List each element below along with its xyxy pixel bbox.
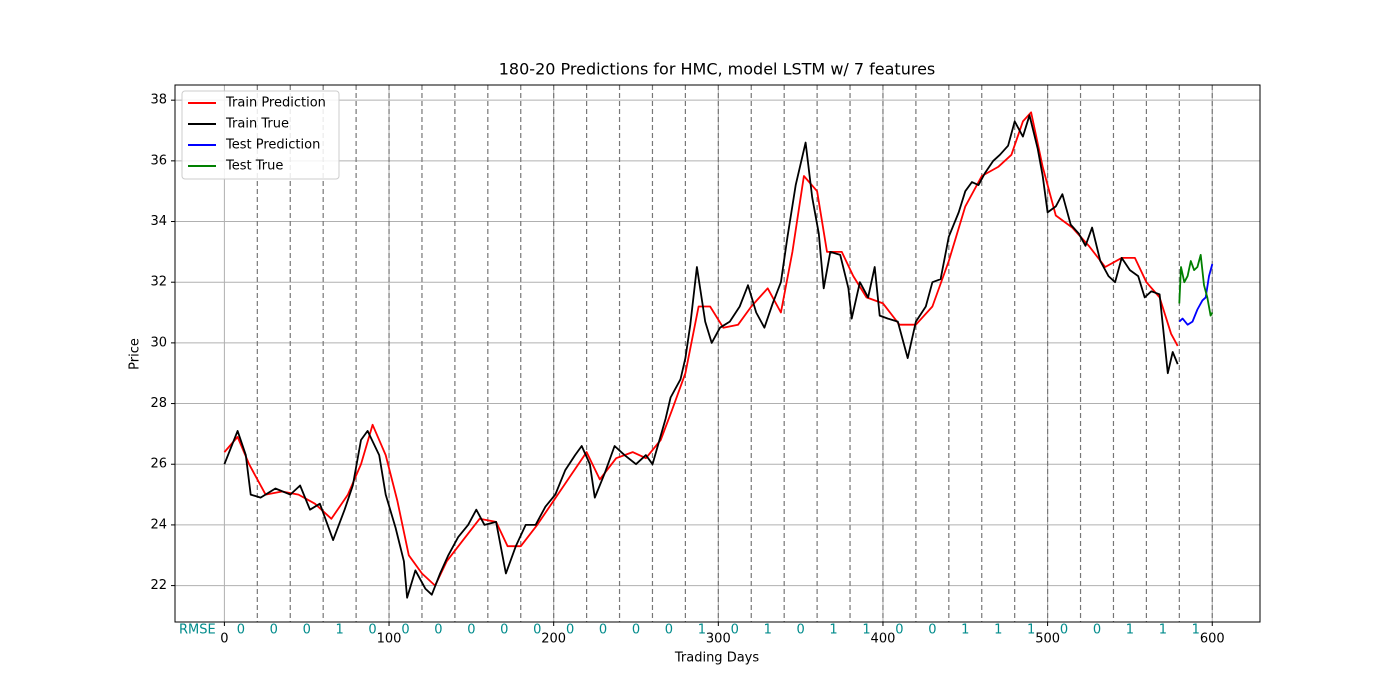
- rmse-value: 0: [797, 623, 805, 638]
- rmse-value: 1: [1126, 623, 1134, 638]
- x-tick-label: 600: [1200, 632, 1225, 647]
- rmse-value: 0: [1060, 623, 1068, 638]
- y-tick-label: 22: [150, 578, 167, 593]
- rmse-value: 0: [270, 623, 278, 638]
- rmse-value: 0: [1093, 623, 1101, 638]
- legend-box: [181, 90, 340, 180]
- rmse-value: 0: [632, 623, 640, 638]
- chart-title: 180-20 Predictions for HMC, model LSTM w…: [499, 60, 936, 79]
- legend-label: Test Prediction: [225, 138, 320, 153]
- series-line: [1178, 254, 1214, 317]
- y-tick-label: 26: [150, 457, 167, 472]
- x-tick-label: 500: [1035, 632, 1060, 647]
- rmse-value: 0: [303, 623, 311, 638]
- y-tick-label: 24: [150, 517, 167, 532]
- rmse-value: 1: [1192, 623, 1200, 638]
- rmse-value: 1: [829, 623, 837, 638]
- series-line: [223, 111, 1179, 587]
- rmse-value: 0: [533, 623, 541, 638]
- rmse-value: 1: [1027, 623, 1035, 638]
- rmse-value: 0: [401, 623, 409, 638]
- rmse-value: 0: [500, 623, 508, 638]
- rmse-label: RMSE: [179, 623, 216, 638]
- legend-label: Test True: [225, 159, 283, 174]
- rmse-value: 0: [665, 623, 673, 638]
- rmse-value: 0: [467, 623, 475, 638]
- rmse-value: 0: [368, 623, 376, 638]
- y-tick-label: 36: [150, 153, 167, 168]
- y-tick-label: 38: [150, 93, 167, 108]
- y-tick-label: 32: [150, 275, 167, 290]
- y-tick-label: 28: [150, 396, 167, 411]
- rmse-value: 1: [698, 623, 706, 638]
- rmse-value: 0: [566, 623, 574, 638]
- rmse-value: 1: [336, 623, 344, 638]
- x-tick-label: 400: [871, 632, 896, 647]
- series-line: [1178, 263, 1214, 326]
- rmse-value: 1: [1159, 623, 1167, 638]
- rmse-value: 0: [434, 623, 442, 638]
- legend: Train Prediction Train True Test Predictio…: [181, 90, 340, 180]
- series-line: [223, 114, 1179, 599]
- rmse-value: 1: [764, 623, 772, 638]
- rmse-value: 0: [599, 623, 607, 638]
- rmse-value: 1: [994, 623, 1002, 638]
- rmse-value: 0: [895, 623, 903, 638]
- x-tick-label: 0: [220, 632, 228, 647]
- rmse-value: 1: [961, 623, 969, 638]
- rmse-value: 0: [731, 623, 739, 638]
- rmse-value: 1: [862, 623, 870, 638]
- legend-label: Train Prediction: [225, 96, 326, 111]
- rmse-value: 0: [928, 623, 936, 638]
- y-axis-label: Price: [128, 338, 143, 370]
- rmse-value: 0: [237, 623, 245, 638]
- y-tick-label: 34: [150, 214, 167, 229]
- x-tick-label: 200: [541, 632, 566, 647]
- x-tick-label: 100: [377, 632, 402, 647]
- x-axis-label: Trading Days: [674, 651, 759, 666]
- plot-frame: [174, 84, 1261, 623]
- x-tick-label: 300: [706, 632, 731, 647]
- y-tick-label: 30: [150, 335, 167, 350]
- legend-label: Train True: [225, 117, 289, 132]
